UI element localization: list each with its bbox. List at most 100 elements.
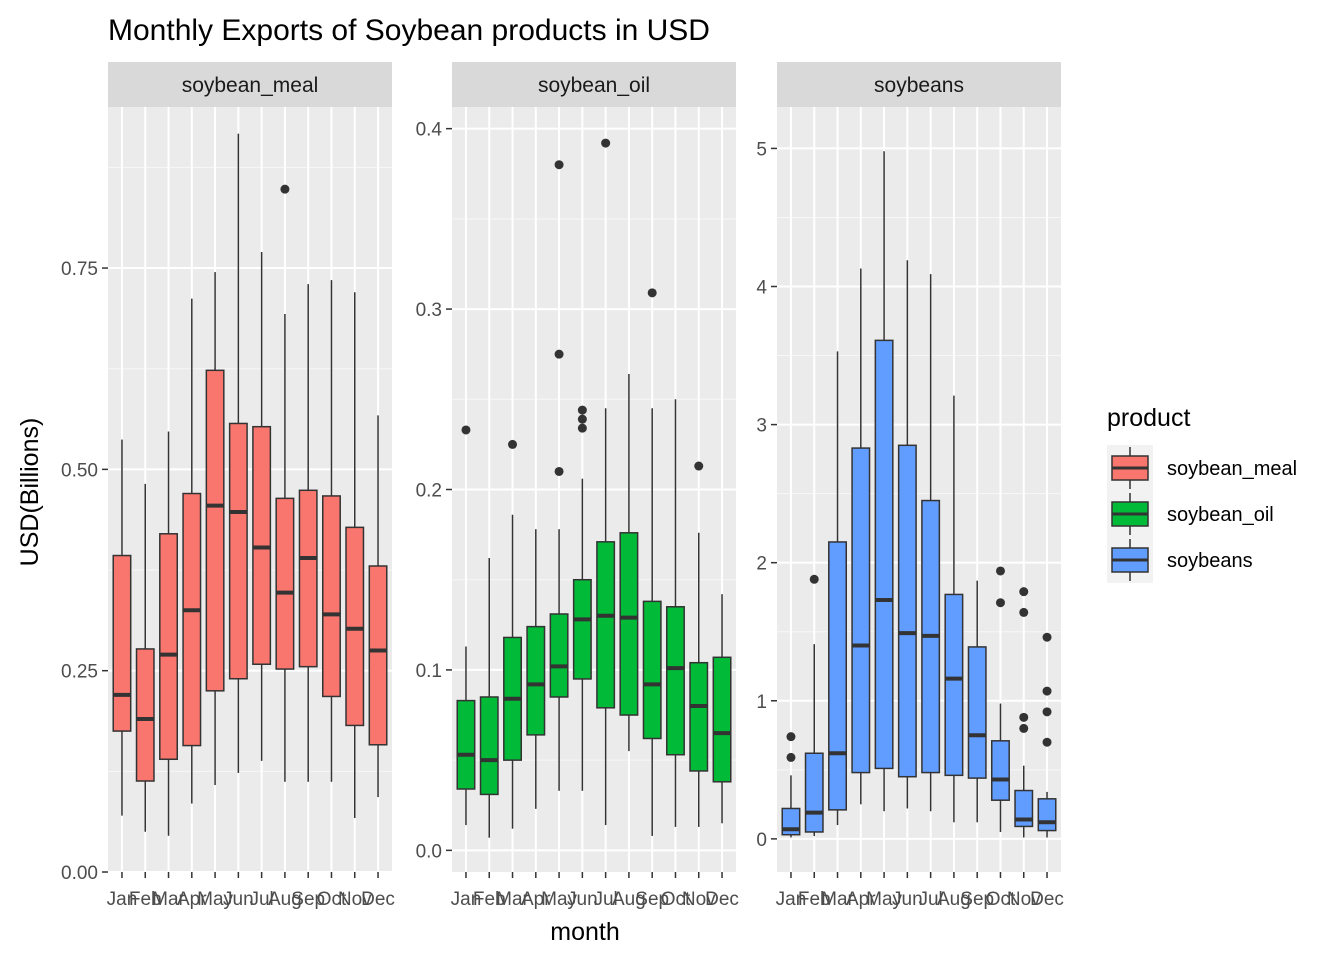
legend-label: soybean_oil — [1167, 504, 1274, 526]
box-body — [479, 696, 499, 796]
box-soybeans-aug — [944, 395, 964, 823]
x-tick-label: Feb — [129, 889, 162, 910]
outlier-point — [995, 598, 1005, 608]
box-soybean_meal-jul — [252, 251, 272, 761]
box-body — [275, 497, 295, 670]
x-tick-label: Apr — [521, 889, 551, 910]
y-tick-label: 0.75 — [61, 259, 98, 280]
box-soybean_meal-nov — [345, 292, 365, 819]
x-tick-label: Oct — [986, 889, 1016, 910]
x-tick-label: Jun — [567, 889, 598, 910]
box-body — [526, 625, 546, 736]
x-tick-label: Mar — [152, 889, 185, 910]
y-tick-label: 2 — [756, 554, 767, 575]
outlier-point — [1019, 607, 1029, 617]
x-tick-label: Sep — [291, 889, 325, 910]
box-body — [897, 444, 917, 778]
box-soybean_meal-apr — [182, 298, 202, 804]
legend-entry-soybean_oil: soybean_oil — [1107, 491, 1274, 537]
box-soybean_oil-jan — [456, 425, 476, 826]
x-tick-label: Feb — [473, 889, 506, 910]
box-soybean_oil-oct — [665, 399, 685, 827]
box-body — [967, 646, 987, 779]
x-tick-label: Dec — [361, 889, 395, 910]
x-tick-label: May — [541, 889, 577, 910]
y-tick-label: 0.25 — [61, 662, 98, 683]
box-body — [321, 495, 341, 698]
box-body — [252, 425, 272, 665]
box-soybean_meal-feb — [135, 483, 155, 832]
outlier-point — [786, 732, 796, 742]
y-tick-label: 0.0 — [416, 841, 442, 862]
y-tick-label: 0.3 — [416, 300, 442, 321]
y-tick-label: 3 — [756, 416, 767, 437]
x-tick-label: Jul — [249, 889, 273, 910]
x-tick-label: Jul — [593, 889, 617, 910]
box-soybeans-feb — [804, 574, 824, 837]
y-tick-label: 0.00 — [61, 863, 98, 884]
outlier-point — [577, 423, 587, 433]
x-tick-label: Nov — [1007, 889, 1041, 910]
box-soybeans-nov — [1014, 587, 1034, 838]
box-soybean_meal-sep — [298, 284, 318, 782]
x-tick-label: Nov — [338, 889, 372, 910]
y-tick-label: 1 — [756, 692, 767, 713]
outlier-point — [1042, 686, 1052, 696]
y-tick-label: 0.1 — [416, 661, 442, 682]
outlier-point — [1019, 712, 1029, 722]
x-tick-label: Aug — [937, 889, 971, 910]
legend-title: product — [1107, 404, 1190, 432]
legend-label: soybeans — [1167, 550, 1253, 572]
x-tick-label: Dec — [705, 889, 739, 910]
outlier-point — [1042, 737, 1052, 747]
box-body — [944, 593, 964, 777]
x-tick-label: Feb — [798, 889, 831, 910]
x-tick-label: Aug — [268, 889, 302, 910]
outlier-point — [601, 138, 611, 148]
facet-strip-label: soybean_oil — [538, 74, 650, 97]
box-soybeans-jan — [781, 732, 801, 838]
panel-background — [108, 107, 392, 872]
box-body — [990, 740, 1010, 801]
box-soybean_oil-sep — [642, 288, 662, 836]
box-body — [804, 752, 824, 833]
legend: product soybean_meal soybean_oil soybeans — [1107, 404, 1297, 583]
y-tick-label: 0.4 — [416, 120, 443, 141]
box-body — [689, 661, 709, 772]
box-body — [619, 532, 639, 716]
outlier-point — [1042, 707, 1052, 717]
box-soybean_meal-oct — [321, 280, 341, 782]
x-tick-label: Apr — [846, 889, 876, 910]
legend-label: soybean_meal — [1167, 458, 1297, 480]
facet-strip — [108, 62, 392, 107]
x-tick-label: Jun — [892, 889, 923, 910]
x-tick-label: Jul — [918, 889, 942, 910]
box-body — [828, 541, 848, 811]
outlier-point — [786, 752, 796, 762]
box-body — [135, 648, 155, 782]
box-soybeans-jun — [897, 260, 917, 809]
box-body — [572, 578, 592, 680]
facet-panel-soybean_oil: soybean_oil 0.0 0.1 0.2 0.3 0.4 JanFebMarAprMa… — [416, 62, 739, 910]
x-axis-title: month — [550, 918, 619, 946]
x-tick-label: Nov — [682, 889, 716, 910]
box-soybean_oil-may — [549, 160, 569, 791]
box-soybeans-jul — [921, 274, 941, 812]
facet-strip — [452, 62, 736, 107]
box-body — [642, 600, 662, 740]
x-tick-label: Jan — [451, 889, 482, 910]
outlier-point — [554, 349, 564, 359]
box-soybean_oil-apr — [526, 529, 546, 809]
outlier-point — [1019, 723, 1029, 733]
box-soybean_meal-jan — [112, 439, 132, 816]
outlier-point — [280, 184, 290, 194]
x-tick-label: Mar — [821, 889, 854, 910]
y-tick-label: 4 — [756, 278, 767, 299]
x-tick-label: Sep — [960, 889, 994, 910]
facet-panel-soybean_meal: soybean_meal 0.00 0.25 0.50 0.75 JanFebMarApr… — [61, 62, 395, 910]
box-soybean_oil-mar — [503, 439, 523, 829]
box-soybeans-oct — [990, 566, 1010, 832]
x-tick-label: Jan — [776, 889, 807, 910]
outlier-point — [461, 425, 471, 435]
box-soybeans-dec — [1037, 632, 1057, 838]
